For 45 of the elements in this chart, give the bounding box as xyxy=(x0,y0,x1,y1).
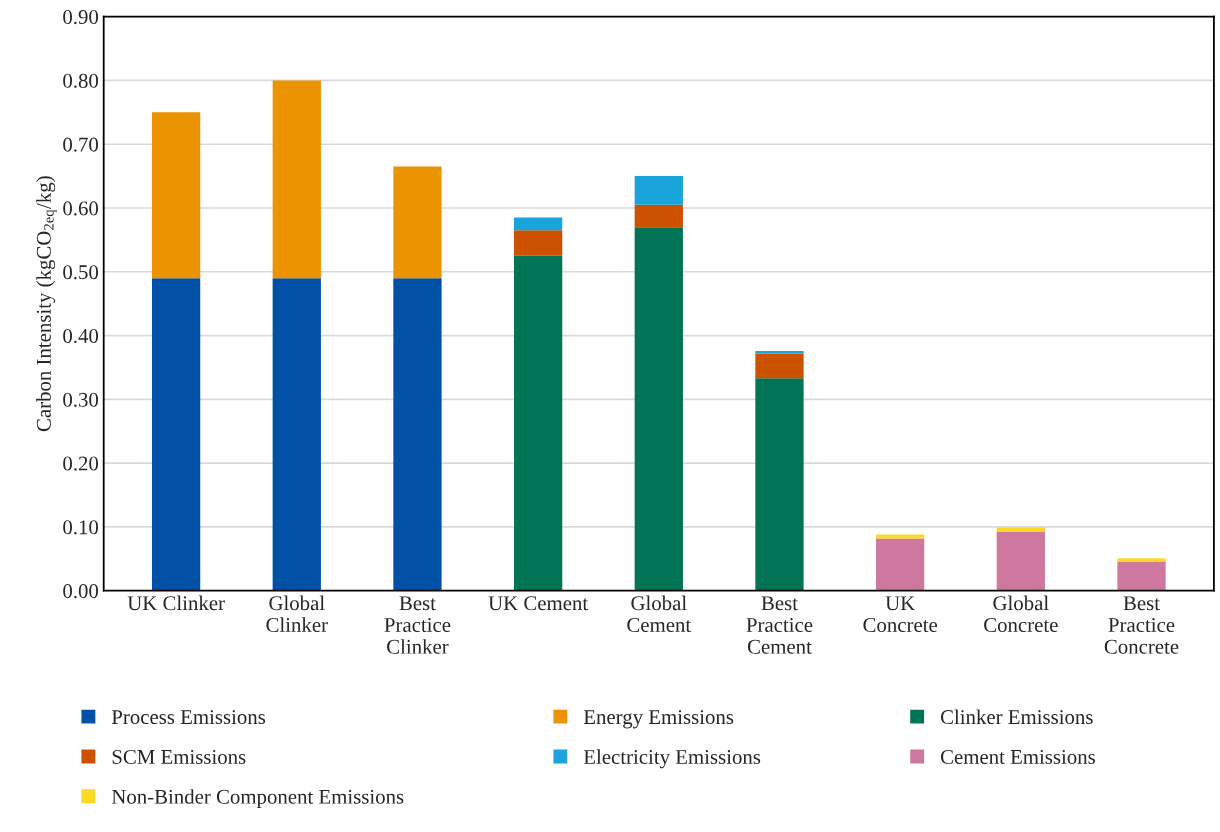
legend-label: SCM Emissions xyxy=(112,749,246,764)
legend-label: Cement Emissions xyxy=(940,749,1095,764)
y-tick-label: 0.90 xyxy=(63,10,99,25)
bar xyxy=(634,227,683,591)
x-tick-label: Best Practice Concrete xyxy=(1104,596,1179,654)
y-tick-label: 0.30 xyxy=(63,392,99,407)
bar xyxy=(272,80,321,279)
x-tick-label: Best Practice Clinker xyxy=(384,596,451,654)
y-tick-label: 0.40 xyxy=(63,328,99,344)
bar xyxy=(393,166,442,279)
x-tick-label: UK Clinker xyxy=(127,595,225,611)
y-tick-label: 0.70 xyxy=(63,137,99,152)
legend-label: Clinker Emissions xyxy=(940,709,1093,725)
bar xyxy=(755,378,804,591)
x-tick-label: Global Concrete xyxy=(984,595,1058,633)
x-tick-label: UK Cement xyxy=(488,596,589,611)
bar xyxy=(151,278,201,591)
bar xyxy=(876,538,925,591)
bar xyxy=(393,278,442,591)
y-tick-label: 0.80 xyxy=(63,73,99,88)
bar xyxy=(634,176,683,205)
y-tick-label: 0.00 xyxy=(63,584,99,599)
bar xyxy=(634,204,683,228)
bar xyxy=(151,112,201,279)
bar xyxy=(1117,561,1166,591)
y-axis-title: Carbon Intensity (kgCO$_{2eq}$/kg) xyxy=(36,176,57,432)
y-tick-label: 0.10 xyxy=(63,520,99,535)
y-tick-label: 0.20 xyxy=(63,456,99,471)
bar xyxy=(1117,558,1166,562)
x-tick-label: UK Concrete xyxy=(863,596,938,633)
bar xyxy=(513,255,563,591)
x-tick-label: Best Practice Cement xyxy=(746,596,813,654)
bar xyxy=(996,531,1045,591)
bar xyxy=(513,217,563,231)
bar xyxy=(513,230,563,256)
legend-label: Energy Emissions xyxy=(583,710,734,729)
x-tick-label: Global Clinker xyxy=(266,595,328,633)
legend-label: Process Emissions xyxy=(111,710,266,725)
y-tick-label: 0.50 xyxy=(63,265,99,280)
y-tick-label: 0.60 xyxy=(63,201,99,216)
legend-label: Non-Binder Component Emissions xyxy=(111,789,404,809)
legend-label: Electricity Emissions xyxy=(583,749,761,769)
x-tick-label: Global Cement xyxy=(627,595,692,633)
bar xyxy=(755,353,804,379)
bar xyxy=(272,278,321,591)
